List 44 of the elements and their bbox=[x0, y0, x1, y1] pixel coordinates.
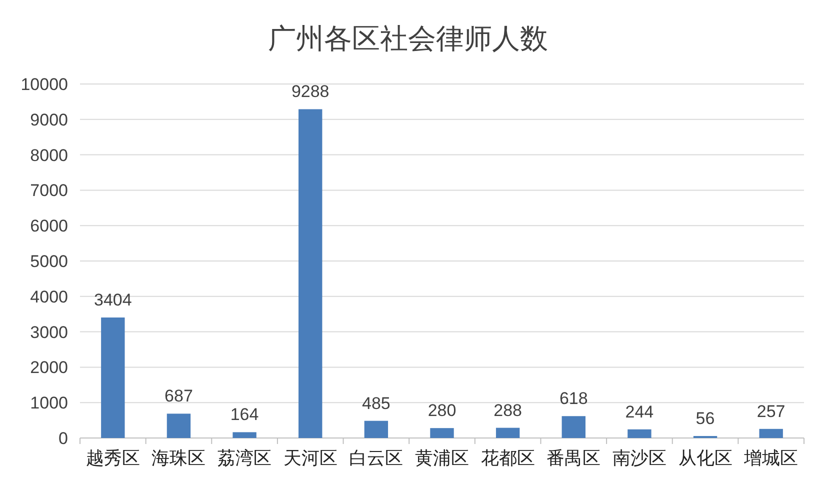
y-tick-label: 3000 bbox=[30, 322, 68, 342]
bar bbox=[496, 428, 520, 438]
bar bbox=[232, 432, 256, 438]
x-tick-label: 海珠区 bbox=[152, 448, 206, 468]
y-tick-label: 5000 bbox=[30, 252, 68, 271]
bar bbox=[166, 414, 191, 438]
x-tick-label: 白云区 bbox=[349, 448, 404, 468]
bar bbox=[101, 318, 125, 438]
data-label: 485 bbox=[362, 394, 390, 413]
y-tick-label: 10000 bbox=[20, 75, 68, 94]
bar bbox=[562, 416, 586, 438]
y-tick-label: 9000 bbox=[30, 110, 68, 130]
x-tick-label: 花都区 bbox=[480, 448, 535, 468]
y-tick-label: 7000 bbox=[30, 181, 68, 200]
x-tick-label: 从化区 bbox=[678, 448, 732, 468]
bar bbox=[430, 428, 454, 438]
y-tick-label: 8000 bbox=[30, 146, 68, 165]
data-label: 244 bbox=[625, 402, 654, 422]
data-label: 56 bbox=[696, 409, 715, 428]
x-tick-label: 南沙区 bbox=[612, 448, 666, 468]
data-label: 687 bbox=[164, 386, 193, 406]
data-label: 257 bbox=[756, 402, 786, 421]
y-tick-label: 4000 bbox=[30, 287, 68, 306]
data-label: 164 bbox=[230, 405, 259, 424]
x-tick-label: 越秀区 bbox=[86, 448, 140, 468]
x-tick-label: 增城区 bbox=[743, 448, 798, 468]
y-tick-label: 0 bbox=[58, 429, 68, 448]
chart-title: 广州各区社会律师人数 bbox=[268, 23, 548, 54]
data-label: 288 bbox=[494, 400, 522, 420]
data-label: 9288 bbox=[291, 82, 330, 102]
data-label: 3404 bbox=[94, 290, 132, 310]
x-tick-label: 黄浦区 bbox=[415, 448, 469, 468]
data-label: 618 bbox=[559, 389, 588, 408]
bar bbox=[628, 429, 652, 438]
x-tick-label: 番禺区 bbox=[546, 448, 601, 468]
bar bbox=[759, 428, 783, 438]
y-tick-label: 6000 bbox=[30, 216, 68, 236]
x-tick-label: 天河区 bbox=[283, 448, 338, 468]
bar bbox=[364, 420, 388, 438]
bar bbox=[298, 109, 322, 438]
data-label: 280 bbox=[428, 401, 456, 420]
y-tick-label: 1000 bbox=[30, 394, 68, 413]
x-tick-label: 荔湾区 bbox=[218, 448, 272, 468]
y-tick-label: 2000 bbox=[30, 358, 68, 378]
